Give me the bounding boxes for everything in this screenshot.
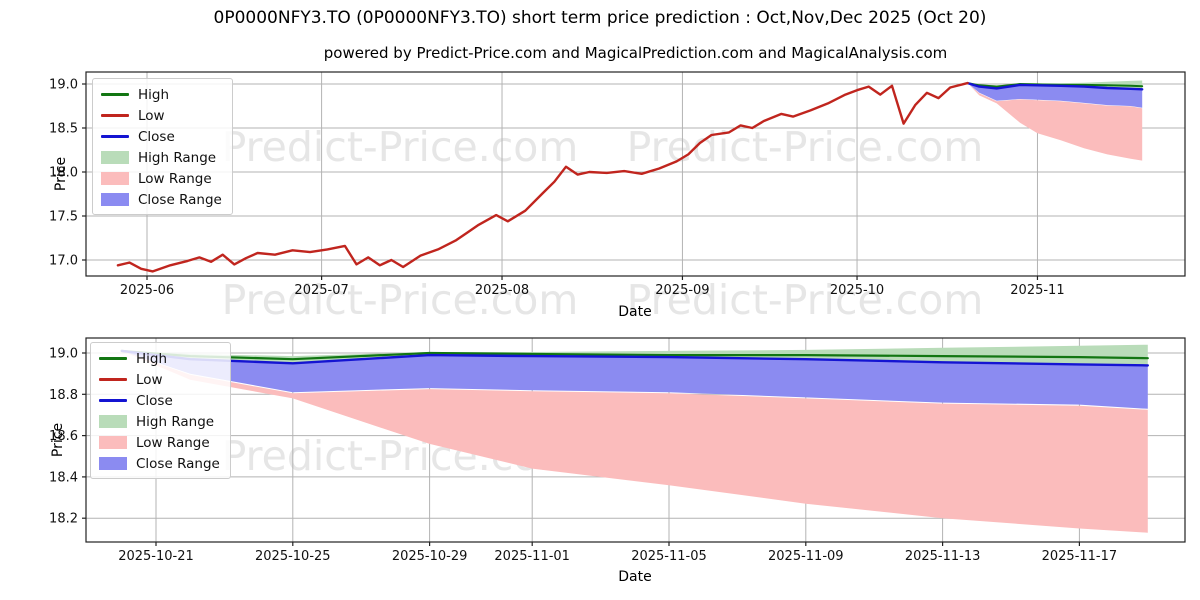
y-tick-label: 19.0 [49,347,78,362]
line-close [966,81,1144,91]
legend-item: Close [101,126,222,147]
legend-patch-swatch-icon [99,415,127,428]
legend-item-label: Close Range [138,191,222,208]
legend-item: High [99,348,220,369]
legend-item: High Range [99,411,220,432]
line-close [120,349,1150,367]
legend-top-chart: High Low Close High Range Low Range Close Ran… [92,78,233,215]
legend-line-swatch-icon [101,135,129,138]
legend-item-label: Close [138,128,175,145]
legend-item-label: Close Range [136,455,220,472]
legend-line-swatch-icon [99,378,127,381]
y-tick-label: 18.5 [49,122,78,137]
legend-line-swatch-icon [101,93,129,96]
line-high [120,349,1149,361]
legend-bottom-chart: High Low Close High Range Low Range Close Ran… [90,342,231,479]
x-tick-label: 2025-11-09 [768,549,844,564]
chart-subtitle: powered by Predict-Price.com and Magical… [323,44,948,62]
legend-item: Close [99,390,220,411]
legend-item-label: Low [138,107,165,124]
y-tick-label: 17.5 [49,210,78,225]
legend-item-label: Low Range [138,170,212,187]
y-axis-label-top: Price [53,156,69,192]
y-tick-label: 18.2 [49,512,78,527]
band-close-range [121,350,1148,409]
legend-patch-swatch-icon [101,172,129,185]
legend-item: Low [101,105,222,126]
line-low [116,81,969,273]
legend-item: High Range [101,147,222,168]
x-tick-label: 2025-07 [294,283,348,298]
x-tick-label: 2025-06 [120,283,174,298]
y-tick-label: 19.0 [49,78,78,93]
legend-item-label: Low Range [136,434,210,451]
x-tick-label: 2025-11 [1010,283,1064,298]
legend-patch-swatch-icon [99,457,127,470]
legend-line-swatch-icon [99,357,127,360]
x-tick-label: 2025-10-29 [392,549,468,564]
x-tick-label: 2025-08 [475,283,529,298]
legend-item: Low Range [101,168,222,189]
page-title: 0P0000NFY3.TO (0P0000NFY3.TO) short term… [213,8,987,28]
y-axis-label-bottom: Price [50,422,66,458]
x-tick-label: 2025-10-21 [118,549,194,564]
y-tick-label: 18.6 [49,429,78,444]
legend-item-label: High Range [136,413,215,430]
legend-item-label: High [136,350,168,367]
band-low-range [121,350,1148,533]
y-tick-label: 18.8 [49,388,78,403]
legend-item: Low [99,369,220,390]
x-tick-label: 2025-11-05 [631,549,707,564]
legend-line-swatch-icon [99,399,127,402]
x-tick-label: 2025-11-13 [905,549,981,564]
legend-line-swatch-icon [101,114,129,117]
x-axis-label-top: Date [618,304,652,320]
watermark: Predict-Price.com [221,123,579,171]
plot-border [85,337,1186,543]
plot-border [85,71,1186,277]
legend-patch-swatch-icon [101,193,129,206]
y-tick-label: 17.0 [49,254,78,269]
legend-item-label: High [138,86,170,103]
x-tick-label: 2025-10 [830,283,884,298]
x-tick-label: 2025-10-25 [255,549,331,564]
x-tick-label: 2025-09 [655,283,709,298]
legend-item-label: High Range [138,149,217,166]
legend-patch-swatch-icon [101,151,129,164]
legend-item: Low Range [99,432,220,453]
legend-item: Close Range [101,189,222,210]
watermark: Predict-Price.com [221,276,579,324]
x-axis-label-bottom: Date [618,569,652,585]
watermark: Predict-Price.com [626,276,984,324]
band-close-range [967,83,1143,108]
legend-item: Close Range [99,453,220,474]
watermark: Predict-Price.com [626,123,984,171]
x-tick-label: 2025-11-17 [1042,549,1118,564]
legend-item: High [101,84,222,105]
legend-patch-swatch-icon [99,436,127,449]
x-tick-label: 2025-11-01 [494,549,570,564]
y-tick-label: 18.4 [49,470,78,485]
legend-item-label: Low [136,371,163,388]
legend-item-label: Close [136,392,173,409]
y-tick-label: 18.0 [49,166,78,181]
band-low-range [967,83,1143,161]
